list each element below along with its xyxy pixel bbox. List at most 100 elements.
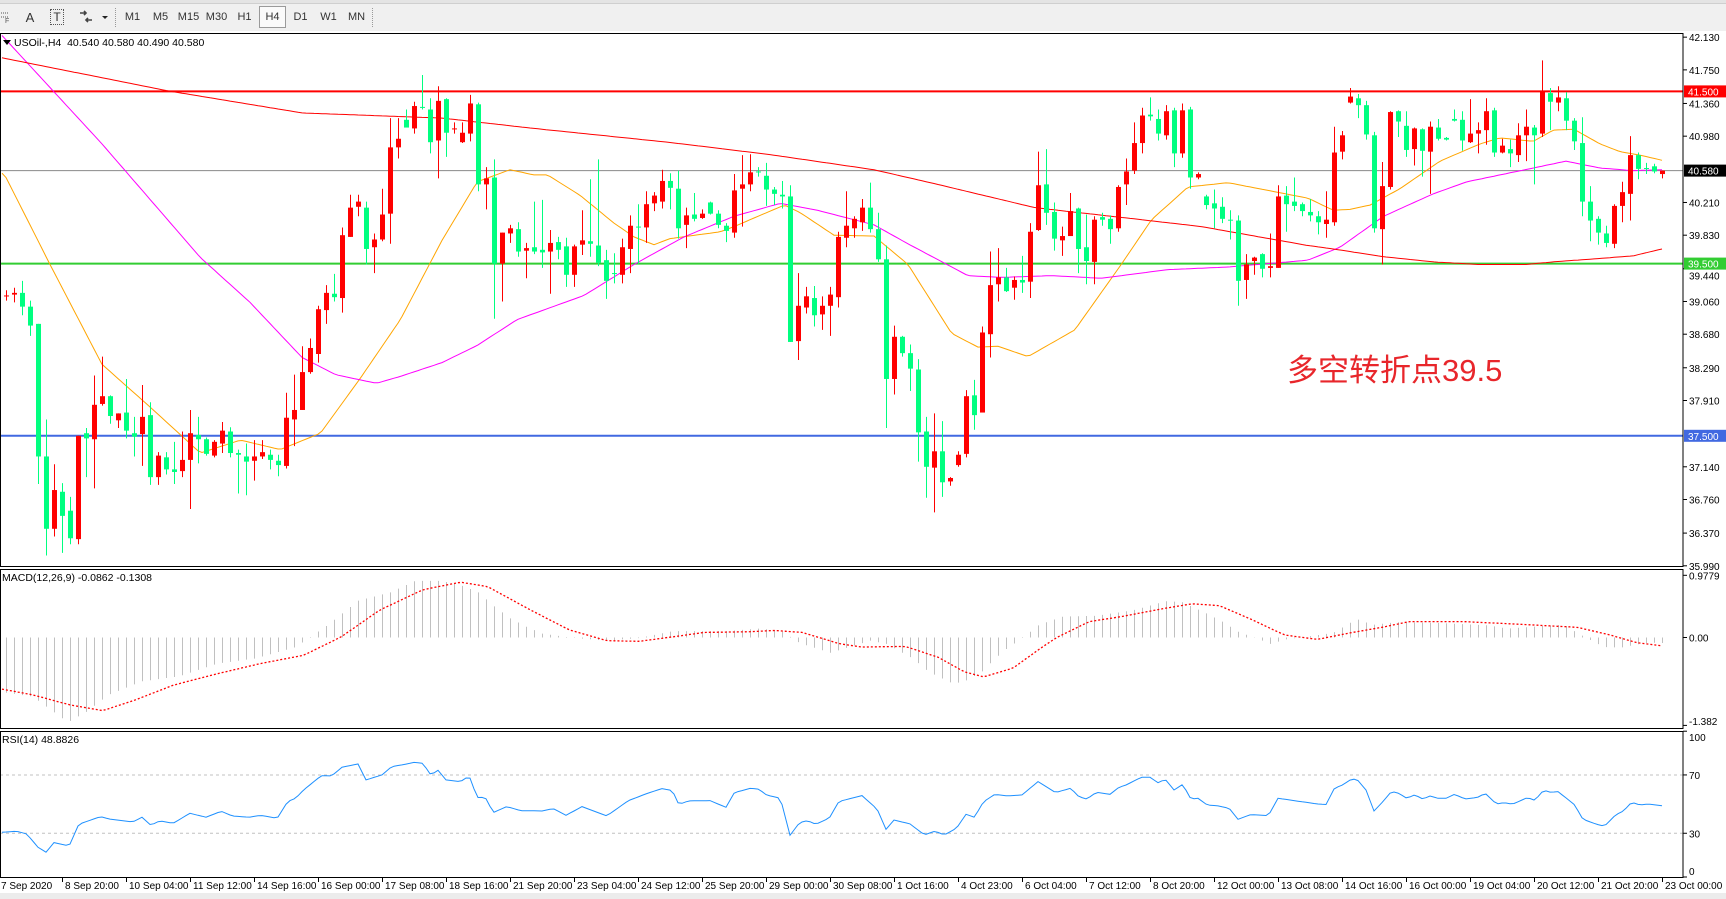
price-pane[interactable]: USOil-,H4 40.540 40.580 40.490 40.580 多空… (0, 35, 1683, 556)
candle (132, 416, 137, 457)
candle (572, 244, 577, 287)
candle-body (1644, 168, 1649, 170)
chart-window[interactable]: USOil-,H4 40.540 40.580 40.490 40.580 多空… (0, 31, 1726, 899)
candle-body (1596, 218, 1601, 233)
timeframe-m15[interactable]: M15 (177, 11, 200, 23)
price-axis-label: 42.130 (1689, 33, 1720, 44)
candle (332, 273, 337, 302)
candle-body (1588, 201, 1593, 221)
timeframe-m1[interactable]: M1 (124, 11, 141, 23)
candle (1652, 163, 1657, 174)
candle (748, 154, 753, 192)
line-studies-icon[interactable]: F (0, 6, 14, 28)
candle (1116, 185, 1121, 232)
text-label-icon[interactable]: T (47, 6, 67, 28)
candle-body (1164, 111, 1169, 136)
candle-body (236, 453, 241, 455)
candle (1044, 149, 1049, 225)
candle (228, 427, 233, 458)
price-axis-label: 37.910 (1689, 396, 1720, 407)
candle-body (1140, 115, 1145, 144)
candle (1332, 126, 1337, 226)
candle (1268, 233, 1273, 278)
candle (700, 209, 705, 219)
timeframe-h1[interactable]: H1 (237, 11, 252, 23)
timeframe-mn[interactable]: MN (347, 11, 366, 23)
candle-body (980, 332, 985, 413)
time-axis-label: 8 Sep 20:00 (65, 881, 119, 892)
timeframe-m30[interactable]: M30 (205, 11, 228, 23)
rsi-pane[interactable]: RSI(14) 48.8826 (0, 734, 1683, 853)
collapse-triangle-icon[interactable] (3, 40, 11, 45)
candle-body (1356, 98, 1361, 106)
rsi-axis-label: 100 (1689, 733, 1706, 744)
candle-body (148, 415, 153, 478)
candle (188, 409, 193, 509)
candle (1636, 152, 1641, 180)
candle (356, 194, 361, 217)
candle-body (556, 242, 561, 250)
candle-body (1284, 195, 1289, 205)
time-axis-label: 14 Oct 16:00 (1345, 881, 1403, 892)
candle (564, 237, 569, 287)
price-level-tag-label: 37.500 (1688, 432, 1719, 443)
candle (1476, 122, 1481, 154)
timeframe-m5[interactable]: M5 (152, 11, 169, 23)
symbol-header: USOil-,H4 40.540 40.580 40.490 40.580 (14, 37, 204, 49)
candle-body (1436, 127, 1441, 139)
candle (1004, 267, 1009, 293)
candle (1012, 276, 1017, 300)
candle (1444, 137, 1449, 141)
candle (1460, 111, 1465, 151)
candle (380, 188, 385, 242)
candle (1316, 211, 1321, 235)
time-axis-label: 30 Sep 08:00 (833, 881, 893, 892)
candle (148, 402, 153, 485)
price-axis[interactable]: 42.130 41.750 41.360 40.980 40.210 39.830 39.4… (1683, 33, 1726, 878)
candle (692, 192, 697, 222)
candle-body (1108, 218, 1113, 230)
candle-body (1460, 119, 1465, 141)
candle-body (1116, 186, 1121, 229)
candle (1124, 158, 1129, 206)
arrows-icon[interactable] (75, 6, 113, 28)
candle (612, 253, 617, 284)
candle (20, 280, 25, 316)
candle-body (1604, 233, 1609, 243)
candle (1412, 127, 1417, 166)
timeframe-d1[interactable]: D1 (293, 11, 308, 23)
candle (644, 191, 649, 243)
time-axis[interactable]: 7 Sep 2020 8 Sep 20:00 10 Sep 04:00 11 Sep … (1, 877, 1723, 892)
candle (1548, 87, 1553, 131)
timeframe-w1[interactable]: W1 (320, 11, 337, 23)
candle-body (364, 207, 369, 249)
candle (804, 286, 809, 314)
candle (868, 182, 873, 233)
candle (932, 413, 937, 513)
candle (124, 378, 129, 439)
candle-body (1412, 128, 1417, 150)
timeframe-h4[interactable]: H4 (259, 6, 286, 28)
candle (1436, 118, 1441, 141)
candle (1660, 170, 1665, 179)
candle (212, 440, 217, 458)
price-level-tag (1684, 429, 1726, 442)
candle-body (644, 204, 649, 228)
candle (980, 326, 985, 413)
candle-body (1564, 98, 1569, 121)
time-axis-label: 1 Oct 16:00 (897, 881, 949, 892)
candle-body (484, 178, 489, 185)
text-icon[interactable]: A (25, 9, 35, 25)
candle (412, 101, 417, 134)
candle (788, 185, 793, 342)
candle (220, 422, 225, 454)
time-axis-label: 20 Oct 12:00 (1537, 881, 1595, 892)
candle (420, 75, 425, 110)
candle-body (628, 225, 633, 249)
candle (1292, 177, 1297, 212)
candle-body (252, 456, 257, 461)
candle (724, 223, 729, 243)
macd-pane[interactable]: MACD(12,26,9) -0.0862 -0.1308 (1, 572, 1663, 721)
time-axis-label: 18 Sep 16:00 (449, 881, 509, 892)
time-axis-label: 21 Sep 20:00 (513, 881, 573, 892)
